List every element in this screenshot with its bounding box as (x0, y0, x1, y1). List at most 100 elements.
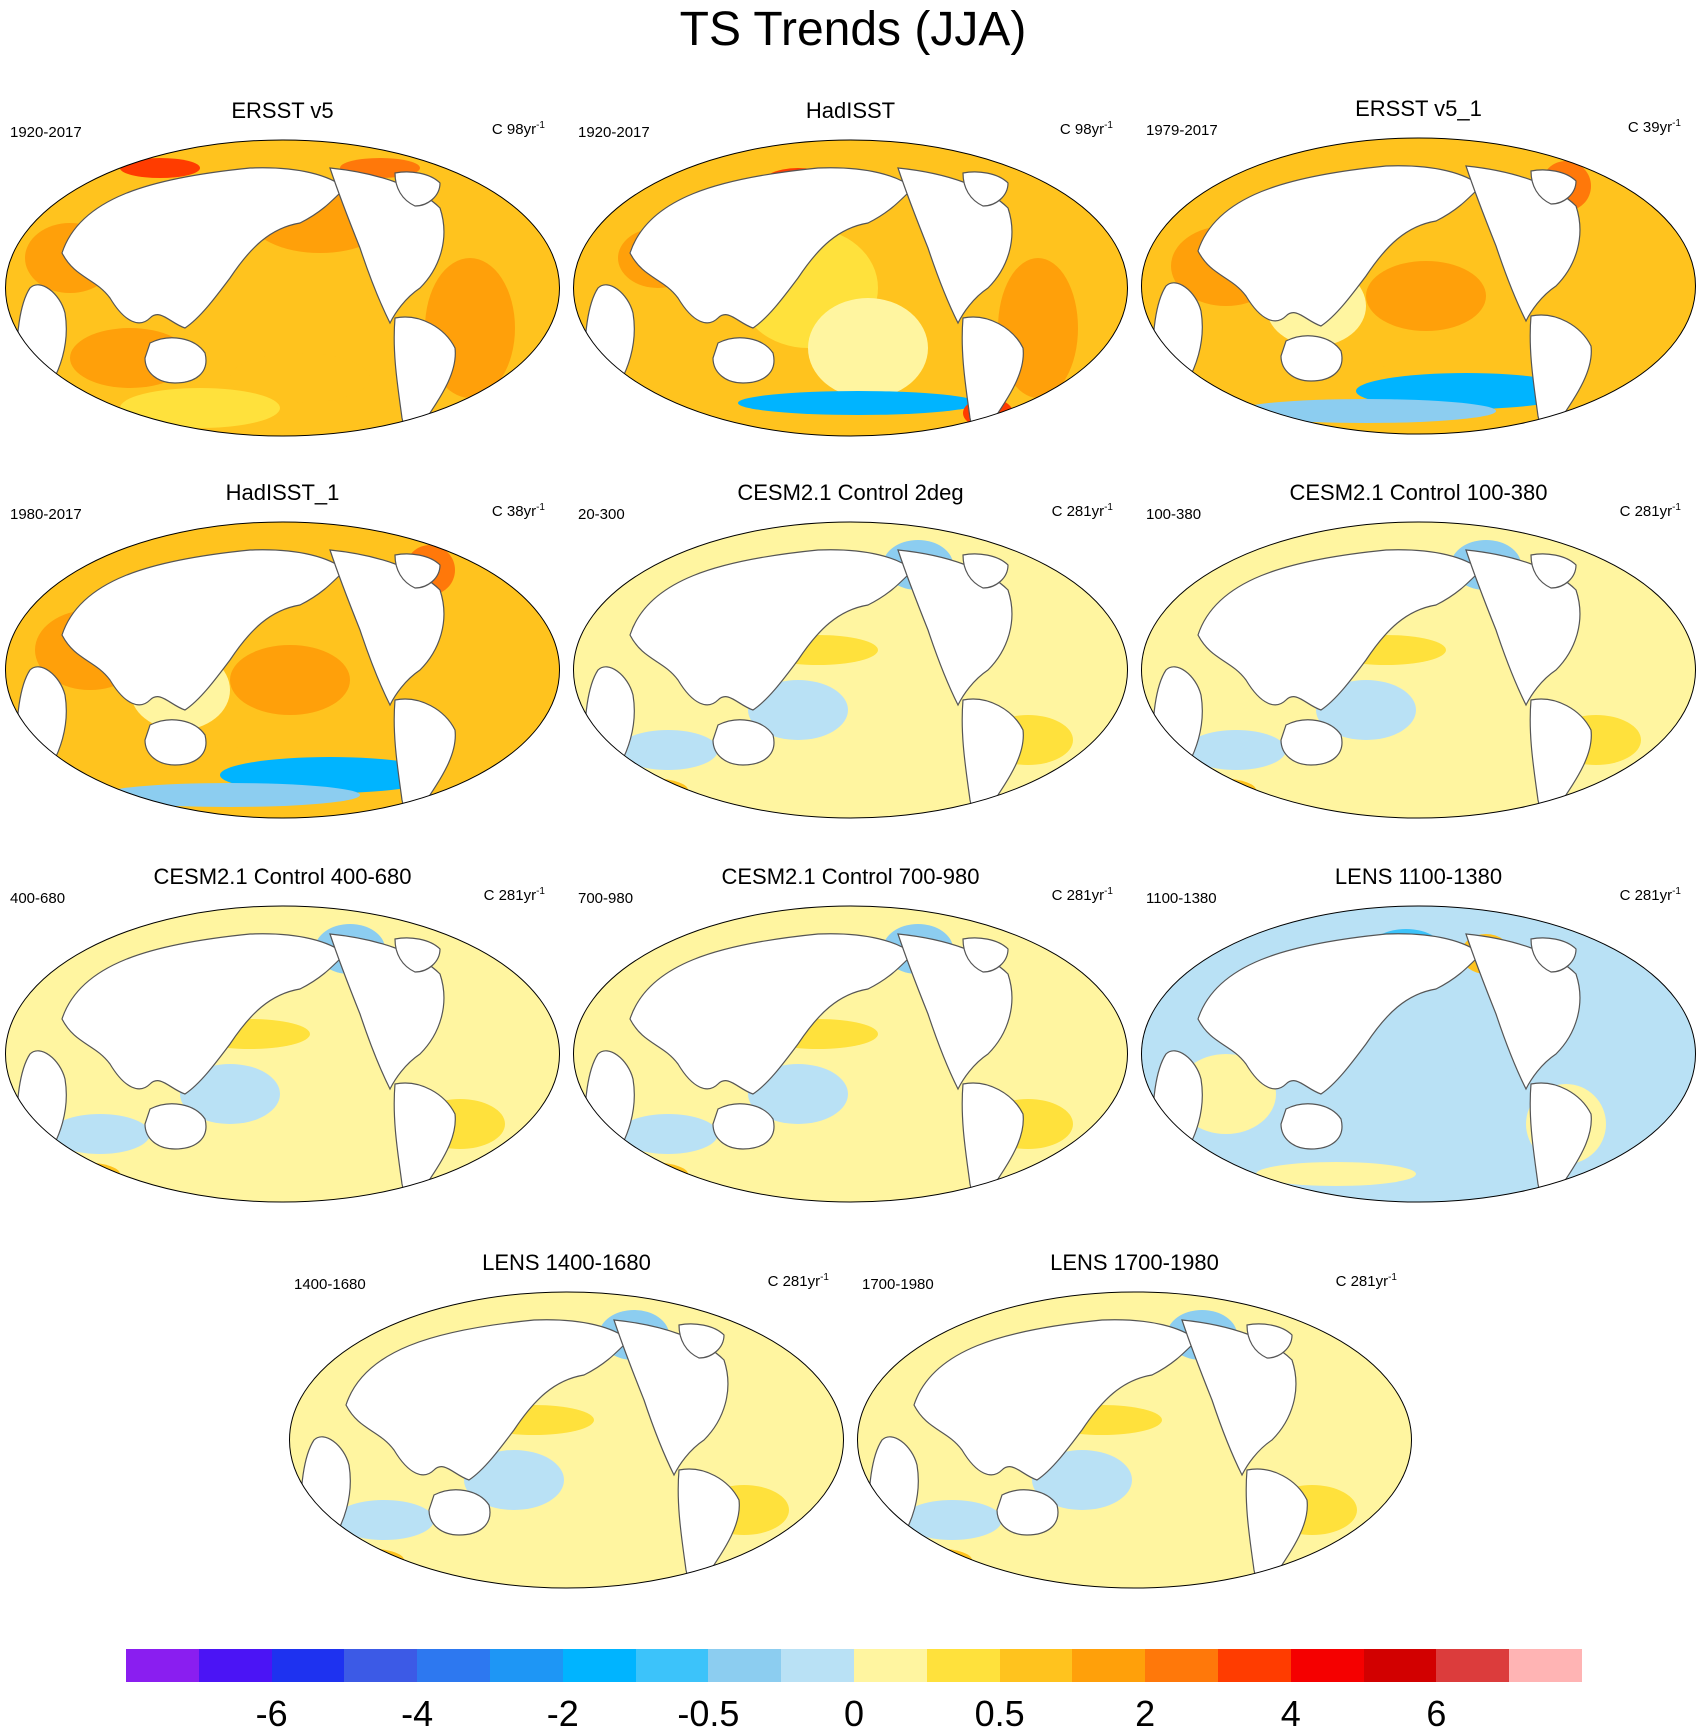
trend-contour (120, 388, 280, 428)
trend-contour (50, 1114, 150, 1154)
land-greenland (1530, 937, 1577, 973)
colorbar-tick-label: -4 (401, 1693, 434, 1734)
map-svg (1140, 137, 1697, 435)
colorbar-tick-label: 4 (1280, 1693, 1301, 1734)
map-border (4, 521, 561, 819)
land-greenland (1246, 1323, 1293, 1359)
land-australia (1280, 335, 1343, 382)
trend-contour (618, 730, 718, 770)
land-australia (1280, 719, 1343, 766)
panel-units: C 281yr-1 (1336, 1272, 1397, 1290)
panel-period: 20-300 (578, 506, 625, 523)
panel-units-exponent: -1 (820, 1272, 829, 1283)
panel-title: CESM2.1 Control 400-680 (153, 864, 412, 889)
trend-contour (260, 1134, 400, 1174)
land-australia (144, 719, 207, 766)
panel-units-text: C 39yr (1627, 119, 1673, 136)
colorbar-swatch (1509, 1649, 1582, 1682)
panel-units-text: C 281yr (1619, 887, 1673, 904)
trend-contour (748, 680, 848, 740)
map-border (856, 1291, 1413, 1589)
map-panel: CESM2.1 Control 700-980 700-980 C 281yr-1 (568, 864, 1133, 1214)
panel-units-exponent: -1 (1672, 886, 1681, 897)
panel-period: 100-380 (1146, 506, 1202, 523)
panel-period: 700-980 (578, 890, 634, 907)
panel-period: 1979-2017 (1146, 122, 1218, 139)
colorbar-swatch (926, 1649, 1000, 1682)
panel-title: CESM2.1 Control 100-380 (1289, 480, 1548, 505)
colorbar-tick-label: -0.5 (677, 1693, 740, 1734)
map-panel: CESM2.1 Control 100-380 100-380 C 281yr-1 (1136, 480, 1701, 830)
land-greenland (962, 171, 1009, 207)
land-eurasia (1197, 549, 1482, 711)
figure-title: TS Trends (JJA) (679, 3, 1027, 56)
map-panel: ERSST v5 1920-2017 C 98yr-1 (0, 98, 565, 448)
trend-contour (892, 1548, 972, 1572)
panel-period: 1980-2017 (10, 506, 82, 523)
map-border (1140, 521, 1697, 819)
colorbar-swatch (999, 1649, 1073, 1682)
colorbar-swatch (417, 1649, 490, 1682)
panel-units-exponent: -1 (1388, 1272, 1397, 1283)
colorbar-swatch (198, 1649, 272, 1682)
land-australia (712, 719, 775, 766)
trend-contour (120, 158, 200, 178)
map-panel: LENS 1700-1980 1700-1980 C 281yr-1 (852, 1250, 1417, 1600)
colorbar-swatch (271, 1649, 345, 1682)
map-panel: LENS 1100-1380 1100-1380 C 281yr-1 (1136, 864, 1701, 1214)
map-field (1141, 905, 1696, 1203)
trend-contour (1316, 680, 1416, 740)
panel-units-exponent: -1 (1104, 120, 1113, 131)
panel-units: C 98yr-1 (1060, 120, 1113, 138)
trend-contour (1032, 1450, 1132, 1510)
trend-contour (828, 750, 968, 790)
trend-contour (100, 783, 360, 807)
land-south-america (1245, 1468, 1308, 1586)
map-border (572, 139, 1129, 437)
panel-period: 1100-1380 (1146, 890, 1217, 907)
colorbar (126, 1649, 1582, 1682)
panel-units-text: C 38yr (491, 503, 537, 520)
colorbar-swatch (854, 1649, 927, 1682)
map-panel: ERSST v5_1 1979-2017 C 39yr-1 (1136, 96, 1701, 446)
land-south-america (961, 698, 1024, 816)
panel-title: LENS 1700-1980 (1050, 1250, 1219, 1275)
trend-contour (1366, 261, 1486, 331)
colorbar-swatch (126, 1649, 199, 1682)
trend-contour (608, 1162, 688, 1186)
map-field (5, 521, 560, 819)
panel-period: 1700-1980 (862, 1276, 934, 1293)
colorbar-tick-label: -2 (546, 1693, 579, 1734)
trend-contour (334, 1500, 434, 1540)
panel-units: C 281yr-1 (1052, 502, 1113, 520)
panel-units: C 38yr-1 (492, 502, 545, 520)
panel-units-text: C 281yr (483, 887, 537, 904)
panel-units: C 281yr-1 (1620, 886, 1681, 904)
panel-title: ERSST v5 (231, 98, 334, 123)
land-south-america (1529, 314, 1592, 432)
map-border (572, 905, 1129, 1203)
map-panel: HadISST_1 1980-2017 C 38yr-1 (0, 480, 565, 830)
map-field (573, 905, 1128, 1203)
map-border (572, 521, 1129, 819)
land-australia (996, 1489, 1059, 1536)
land-australia (1280, 1103, 1343, 1150)
land-eurasia (1197, 933, 1482, 1095)
panel-title: ERSST v5_1 (1355, 96, 1482, 121)
panel-units-exponent: -1 (536, 120, 545, 131)
panel-period: 1920-2017 (10, 124, 82, 141)
colorbar-tick-label: -6 (255, 1693, 288, 1734)
land-south-america (1529, 698, 1592, 816)
panel-units-text: C 98yr (1059, 121, 1105, 138)
panel-title: CESM2.1 Control 2deg (737, 480, 964, 505)
map-field (1141, 137, 1696, 435)
map-svg (288, 1291, 845, 1589)
land-greenland (394, 171, 441, 207)
map-field (573, 521, 1128, 819)
colorbar-swatch (562, 1649, 636, 1682)
colorbar-swatch (1145, 1649, 1218, 1682)
trend-contour (1256, 1162, 1416, 1186)
land-eurasia (345, 1319, 630, 1481)
map-panel: HadISST 1920-2017 C 98yr-1 (568, 98, 1133, 448)
map-field (5, 139, 560, 437)
